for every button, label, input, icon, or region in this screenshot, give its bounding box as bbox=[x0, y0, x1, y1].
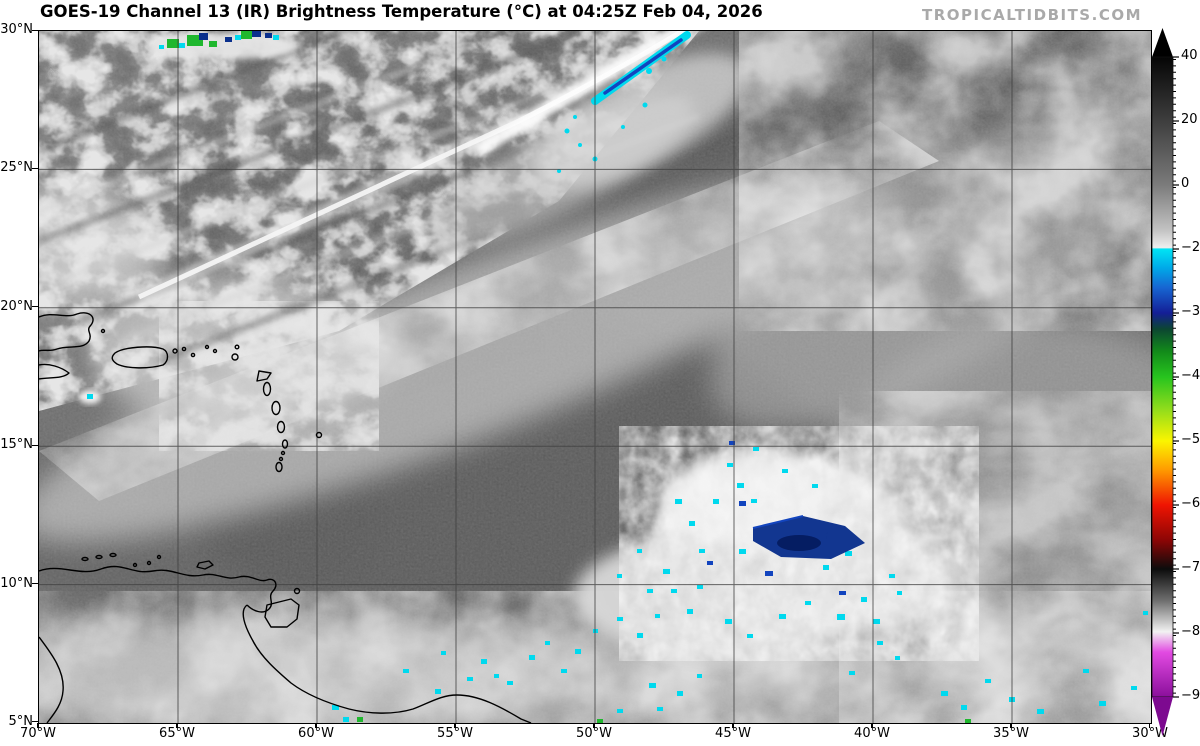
colorbar-tick-label: −50 bbox=[1181, 432, 1200, 447]
satellite-map-canvas bbox=[39, 31, 1151, 723]
coastline-puerto-rico bbox=[111, 346, 169, 369]
lon-label-30w: 30°W bbox=[1132, 726, 1168, 741]
lon-label-40w: 40°W bbox=[854, 726, 890, 741]
lat-label-25n: 25°N bbox=[0, 160, 33, 175]
colorbar-tick-label: −90 bbox=[1181, 688, 1200, 703]
lon-tick bbox=[37, 723, 39, 728]
lat-label-5n: 5°N bbox=[8, 714, 34, 729]
page-title: GOES-19 Channel 13 (IR) Brightness Tempe… bbox=[40, 2, 763, 21]
colorbar-gradient bbox=[1152, 56, 1174, 698]
tropicaltidbits-watermark: TROPICALTIDBITS.COM bbox=[922, 6, 1142, 24]
coastline-guadeloupe bbox=[256, 370, 272, 382]
lat-tick bbox=[32, 445, 38, 447]
lat-tick bbox=[32, 306, 38, 308]
colorbar-tick-label: −80 bbox=[1181, 624, 1200, 639]
lat-tick bbox=[32, 168, 38, 170]
colorbar-tick-label: −40 bbox=[1181, 368, 1200, 383]
lon-label-50w: 50°W bbox=[576, 726, 612, 741]
colorbar-tick-label: −60 bbox=[1181, 496, 1200, 511]
lon-label-70w: 70°W bbox=[20, 726, 56, 741]
graticule bbox=[39, 31, 1151, 723]
topleft-cold-cells bbox=[149, 31, 299, 59]
colorbar-major-ticks bbox=[1173, 56, 1179, 698]
lon-tick bbox=[1010, 723, 1012, 728]
convective-cluster bbox=[574, 426, 979, 675]
lat-label-30n: 30°N bbox=[0, 22, 33, 37]
coastline-venezuela bbox=[39, 565, 277, 613]
frontal-cloud-band bbox=[135, 31, 748, 307]
coastline-hispaniola bbox=[39, 312, 94, 352]
lat-tick bbox=[32, 583, 38, 585]
coastline-barbados bbox=[315, 431, 323, 439]
lat-label-20n: 20°N bbox=[0, 299, 33, 314]
colorbar-tick-label: 0 bbox=[1181, 176, 1190, 191]
colorbar bbox=[1152, 28, 1179, 736]
lat-label-10n: 10°N bbox=[0, 576, 33, 591]
colorbar-tick-label: −70 bbox=[1181, 560, 1200, 575]
colorbar-arrow-down bbox=[1152, 697, 1173, 736]
colorbar-tick-label: 20 bbox=[1181, 112, 1198, 127]
coastline-guyana bbox=[242, 604, 532, 723]
satellite-map-frame bbox=[38, 30, 1152, 724]
lat-label-15n: 15°N bbox=[0, 437, 33, 452]
lat-tick bbox=[32, 30, 38, 32]
coastline-trinidad bbox=[264, 598, 300, 628]
lon-tick bbox=[593, 723, 595, 728]
coastlines bbox=[39, 312, 532, 723]
lon-tick bbox=[176, 723, 178, 728]
lon-tick bbox=[871, 723, 873, 728]
lon-label-60w: 60°W bbox=[298, 726, 334, 741]
cluster-cold-specks bbox=[617, 447, 902, 675]
colorbar-tick-label: −20 bbox=[1181, 240, 1200, 255]
lon-label-45w: 45°W bbox=[715, 726, 751, 741]
lon-tick bbox=[1148, 723, 1150, 728]
lon-tick bbox=[315, 723, 317, 728]
colorbar-tick-label: 40 bbox=[1181, 48, 1198, 63]
hispaniola-cold-cell bbox=[79, 390, 101, 404]
lon-tick bbox=[454, 723, 456, 728]
lon-label-35w: 35°W bbox=[993, 726, 1029, 741]
lon-label-55w: 55°W bbox=[437, 726, 473, 741]
colorbar-arrow-up bbox=[1152, 28, 1173, 57]
colorbar-tick-label: −30 bbox=[1181, 304, 1200, 319]
lon-label-65w: 65°W bbox=[159, 726, 195, 741]
lat-tick bbox=[32, 721, 38, 723]
lon-tick bbox=[732, 723, 734, 728]
